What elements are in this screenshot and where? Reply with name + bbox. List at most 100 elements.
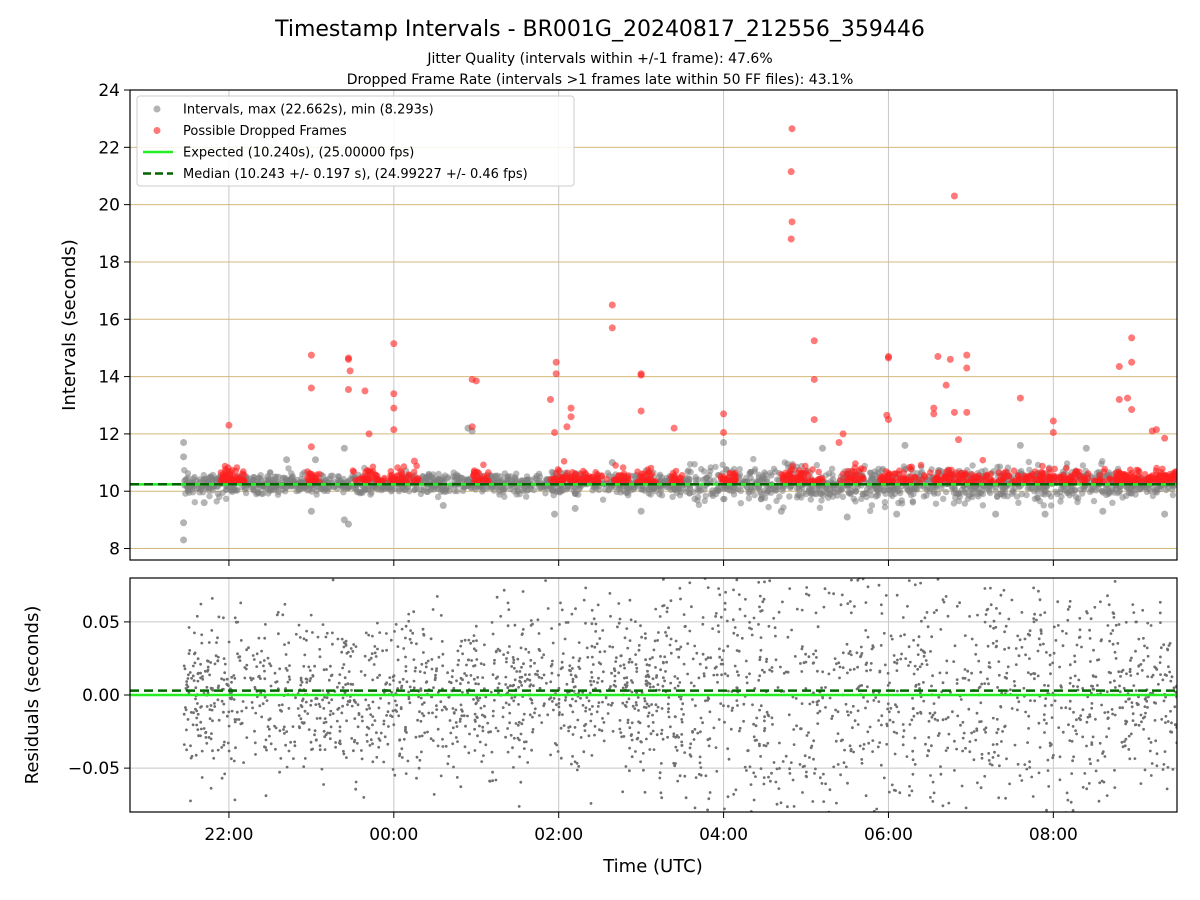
residual-point (841, 666, 845, 670)
residual-point (1030, 775, 1034, 779)
residual-point (302, 664, 306, 668)
residual-point (1124, 722, 1128, 726)
residual-point (540, 721, 544, 724)
dropped-frame-point (380, 476, 388, 483)
residual-point (1007, 646, 1011, 650)
residual-point (789, 761, 793, 764)
residual-point (965, 556, 968, 559)
residual-point (564, 696, 568, 699)
residual-point (223, 740, 226, 744)
residual-point (767, 714, 771, 718)
dropped-frame-point (907, 473, 915, 481)
residual-point (1029, 699, 1032, 702)
residual-point (513, 666, 516, 670)
residual-point (557, 713, 561, 717)
residual-point (1088, 757, 1092, 761)
residual-point (661, 684, 665, 688)
residual-point (250, 701, 254, 704)
interval-point (786, 493, 793, 500)
residual-point (651, 677, 655, 681)
residual-point (557, 702, 561, 705)
interval-point (737, 487, 745, 494)
dropped-frame-point (354, 477, 361, 485)
residual-point (811, 881, 814, 884)
residual-point (286, 680, 290, 684)
residual-point (340, 637, 344, 641)
residual-point (812, 739, 816, 743)
residual-point (1143, 644, 1146, 648)
residual-point (619, 731, 623, 734)
residual-point (667, 528, 670, 531)
interval-point (720, 439, 728, 446)
residual-point (1124, 737, 1128, 741)
residual-point (508, 645, 511, 648)
dropped-frame-point (884, 354, 892, 362)
dropped-frame-point (1100, 468, 1108, 475)
residual-point (1098, 561, 1101, 564)
residual-point (754, 775, 757, 778)
residual-point (985, 829, 988, 832)
residual-point (401, 677, 405, 681)
dropped-frame-point (619, 464, 627, 471)
residual-point (418, 670, 422, 673)
residual-point (440, 708, 444, 712)
residual-point (323, 717, 327, 720)
residual-point (779, 801, 783, 805)
residual-point (690, 605, 693, 609)
residual-point (1052, 651, 1056, 655)
residual-point (1060, 706, 1063, 710)
residual-point (236, 652, 239, 656)
residual-point (237, 718, 241, 721)
dropped-frame-point (810, 337, 818, 345)
residual-point (210, 597, 214, 600)
interval-point (518, 486, 526, 494)
residual-point (506, 651, 510, 654)
residual-point (652, 685, 655, 689)
residual-point (1150, 675, 1154, 679)
dropped-frame-point (217, 476, 225, 484)
residual-point (726, 644, 730, 648)
dropped-frame-point (1171, 468, 1177, 476)
residual-point (441, 737, 444, 741)
residual-point (187, 673, 190, 677)
interval-point (605, 487, 612, 494)
interval-point (845, 488, 852, 496)
residual-point (1129, 659, 1132, 662)
residual-point (635, 666, 639, 670)
interval-point (216, 493, 223, 500)
residual-point (386, 710, 390, 714)
residual-point (630, 679, 633, 682)
residual-point (1010, 707, 1014, 710)
residual-point (698, 761, 702, 765)
residual-point (310, 748, 313, 751)
residual-point (1161, 678, 1165, 682)
residual-point (190, 676, 194, 680)
interval-point (839, 493, 847, 500)
residual-point (1029, 819, 1032, 822)
dropped-frame-point (908, 463, 915, 471)
residual-point (1149, 624, 1153, 627)
dropped-frame-point (809, 466, 816, 473)
residual-point (431, 711, 434, 715)
dropped-frame-point (1154, 476, 1161, 483)
residual-point (639, 760, 642, 764)
residual-point (1118, 690, 1122, 694)
residual-point (883, 663, 887, 667)
residual-point (902, 729, 906, 733)
residual-point (805, 874, 808, 877)
residual-point (760, 609, 764, 612)
residual-point (184, 706, 187, 709)
residual-point (378, 631, 382, 634)
dropped-frame-point (472, 377, 480, 385)
interval-point (932, 500, 940, 507)
residual-point (322, 729, 326, 733)
interval-point (435, 470, 442, 478)
residual-point (261, 702, 265, 706)
residual-point (792, 728, 796, 731)
residual-point (985, 608, 989, 612)
residual-point (341, 704, 344, 708)
interval-point (745, 495, 753, 502)
residual-point (1139, 782, 1143, 785)
interval-point (514, 486, 521, 494)
